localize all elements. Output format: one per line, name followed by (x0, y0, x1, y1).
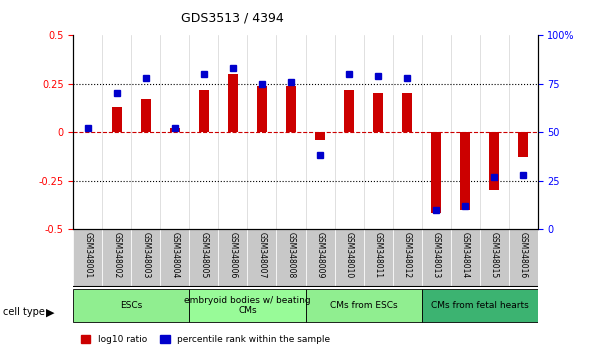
FancyBboxPatch shape (335, 229, 364, 287)
FancyBboxPatch shape (508, 229, 538, 287)
Bar (489, 132, 499, 190)
Bar (228, 74, 238, 132)
Text: GSM348007: GSM348007 (257, 232, 266, 278)
Text: GSM348012: GSM348012 (403, 232, 412, 278)
FancyBboxPatch shape (276, 229, 306, 287)
Bar (460, 132, 470, 210)
FancyBboxPatch shape (219, 229, 247, 287)
Text: GSM348005: GSM348005 (199, 232, 208, 278)
Text: cell type: cell type (3, 307, 45, 317)
FancyBboxPatch shape (422, 289, 538, 322)
FancyBboxPatch shape (422, 229, 450, 287)
Text: GSM348015: GSM348015 (489, 232, 499, 278)
Bar (112, 107, 122, 132)
FancyBboxPatch shape (393, 229, 422, 287)
Text: CMs from fetal hearts: CMs from fetal hearts (431, 301, 529, 310)
Text: GSM348011: GSM348011 (373, 232, 382, 278)
Text: embryoid bodies w/ beating
CMs: embryoid bodies w/ beating CMs (184, 296, 311, 315)
Text: GDS3513 / 4394: GDS3513 / 4394 (181, 12, 284, 25)
Text: ▶: ▶ (46, 307, 54, 317)
Bar (286, 86, 296, 132)
Text: GSM348010: GSM348010 (345, 232, 354, 278)
FancyBboxPatch shape (73, 229, 103, 287)
FancyBboxPatch shape (364, 229, 393, 287)
Text: GSM348004: GSM348004 (170, 232, 180, 278)
Bar (315, 132, 325, 140)
Bar (373, 93, 383, 132)
Text: GSM348014: GSM348014 (461, 232, 470, 278)
FancyBboxPatch shape (73, 289, 189, 322)
Text: GSM348003: GSM348003 (141, 232, 150, 278)
FancyBboxPatch shape (189, 229, 219, 287)
FancyBboxPatch shape (480, 229, 508, 287)
FancyBboxPatch shape (306, 289, 422, 322)
Bar (518, 132, 529, 157)
Bar (344, 90, 354, 132)
Text: GSM348016: GSM348016 (519, 232, 528, 278)
FancyBboxPatch shape (450, 229, 480, 287)
Legend: log10 ratio, percentile rank within the sample: log10 ratio, percentile rank within the … (78, 332, 334, 348)
Bar (199, 90, 209, 132)
Text: GSM348009: GSM348009 (315, 232, 324, 278)
FancyBboxPatch shape (103, 229, 131, 287)
Text: GSM348006: GSM348006 (229, 232, 238, 278)
Text: GSM348001: GSM348001 (83, 232, 92, 278)
Text: GSM348002: GSM348002 (112, 232, 122, 278)
FancyBboxPatch shape (160, 229, 189, 287)
Bar (257, 86, 267, 132)
FancyBboxPatch shape (131, 229, 160, 287)
Bar (402, 93, 412, 132)
FancyBboxPatch shape (189, 289, 306, 322)
Text: CMs from ESCs: CMs from ESCs (330, 301, 397, 310)
Text: GSM348008: GSM348008 (287, 232, 296, 278)
Bar (431, 132, 441, 213)
Text: ESCs: ESCs (120, 301, 142, 310)
Text: GSM348013: GSM348013 (431, 232, 441, 278)
FancyBboxPatch shape (306, 229, 335, 287)
FancyBboxPatch shape (247, 229, 276, 287)
Bar (141, 99, 151, 132)
Bar (170, 128, 180, 132)
